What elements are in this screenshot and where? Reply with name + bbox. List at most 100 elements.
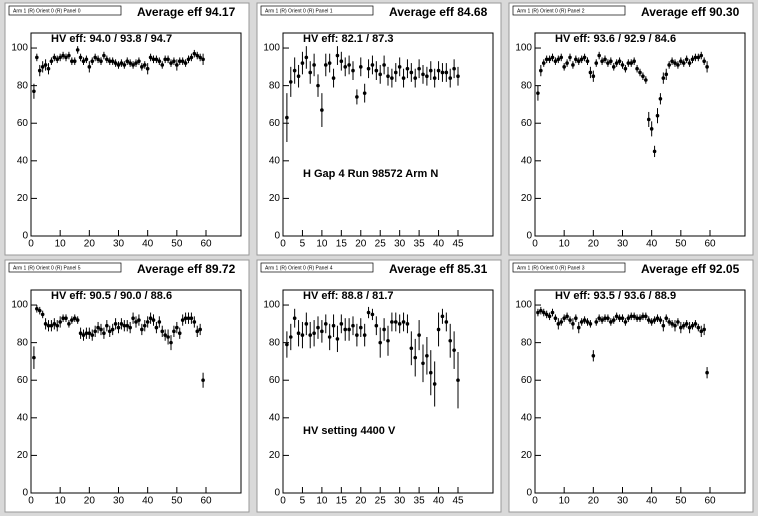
y-tick-label: 100: [263, 43, 280, 54]
data-point: [128, 325, 132, 330]
annotation: H Gap 4 Run 98572 Arm N: [303, 168, 438, 180]
data-point: [606, 316, 610, 320]
data-point: [536, 91, 540, 95]
data-point: [374, 323, 379, 328]
panel: [256, 259, 502, 513]
data-point: [335, 53, 340, 58]
data-point: [547, 57, 552, 62]
data-point: [679, 325, 683, 330]
data-point: [320, 108, 324, 112]
data-point: [78, 55, 83, 60]
hv-efficiency: HV eff: 93.5 / 93.6 / 88.9: [555, 290, 676, 302]
data-point: [195, 329, 200, 334]
data-point: [609, 59, 613, 63]
data-point: [166, 57, 170, 62]
data-point: [617, 59, 622, 63]
data-point: [550, 55, 555, 60]
data-point: [362, 91, 367, 95]
data-point: [597, 53, 601, 58]
data-point: [611, 318, 616, 322]
data-point: [676, 63, 680, 67]
data-point: [172, 59, 176, 63]
data-point: [339, 59, 344, 63]
data-point: [409, 70, 414, 75]
data-point: [331, 323, 336, 328]
data-point: [638, 316, 642, 320]
data-point: [646, 117, 651, 122]
data-point: [440, 70, 445, 75]
data-point: [536, 310, 540, 315]
data-point: [327, 61, 332, 65]
data-point: [49, 59, 54, 63]
x-tick-label: 0: [28, 496, 34, 507]
data-point: [541, 310, 546, 315]
y-tick-label: 80: [17, 80, 29, 91]
data-point: [574, 316, 578, 320]
data-point: [87, 331, 92, 336]
x-tick-label: 40: [646, 496, 658, 507]
data-point: [37, 308, 42, 313]
data-point: [362, 333, 367, 337]
data-point: [355, 95, 359, 99]
data-point: [444, 320, 449, 324]
data-point: [413, 355, 418, 360]
data-point: [157, 320, 162, 324]
data-point: [58, 55, 62, 60]
x-tick-label: 30: [394, 239, 406, 250]
panel-title: Average eff 90.30: [641, 5, 740, 19]
data-point: [163, 333, 167, 337]
data-point: [312, 63, 316, 67]
data-point: [157, 59, 162, 63]
data-point: [40, 65, 45, 69]
x-tick-label: 50: [675, 496, 687, 507]
data-point: [652, 149, 657, 154]
panel-title: Average eff 85.31: [389, 262, 488, 276]
panel-label-box: [8, 5, 122, 16]
data-point: [417, 66, 421, 71]
data-point: [390, 76, 394, 80]
x-tick-label: 50: [171, 239, 183, 250]
data-point: [405, 66, 410, 71]
panel: [508, 2, 754, 256]
data-point: [107, 59, 112, 63]
data-point: [125, 59, 130, 63]
panel-label-box: [512, 262, 626, 273]
data-point: [285, 342, 289, 347]
data-point: [428, 370, 433, 375]
x-tick-label: 25: [375, 496, 387, 507]
data-point: [421, 72, 425, 77]
data-point: [667, 320, 671, 324]
y-tick-label: 0: [274, 488, 280, 499]
panel-label: Arm 1 (R) Orient 0 (R) Panel 3: [517, 265, 585, 271]
y-tick-label: 80: [269, 80, 281, 91]
data-point: [539, 308, 543, 313]
data-point: [78, 331, 83, 336]
data-point: [444, 70, 449, 75]
panel-label-box: [260, 262, 374, 273]
y-tick-label: 20: [521, 450, 533, 461]
data-point: [658, 96, 663, 101]
data-point: [687, 325, 692, 330]
data-point: [591, 74, 596, 79]
data-point: [160, 63, 165, 67]
data-point: [681, 61, 686, 65]
data-point: [52, 322, 57, 326]
panel: [4, 259, 250, 513]
data-point: [186, 57, 191, 62]
x-tick-label: 40: [142, 239, 154, 250]
data-point: [588, 322, 593, 326]
x-tick-label: 50: [675, 239, 687, 250]
data-point: [122, 63, 127, 67]
data-point: [571, 63, 575, 67]
data-point: [658, 318, 663, 322]
data-point: [113, 61, 118, 65]
data-point: [562, 65, 566, 69]
data-point: [140, 327, 144, 332]
y-tick-label: 0: [22, 231, 28, 242]
data-point: [93, 329, 97, 334]
panel-title: Average eff 89.72: [137, 262, 236, 276]
data-point: [393, 70, 398, 75]
data-point: [401, 76, 406, 80]
y-tick-label: 20: [17, 450, 29, 461]
data-point: [594, 61, 599, 65]
